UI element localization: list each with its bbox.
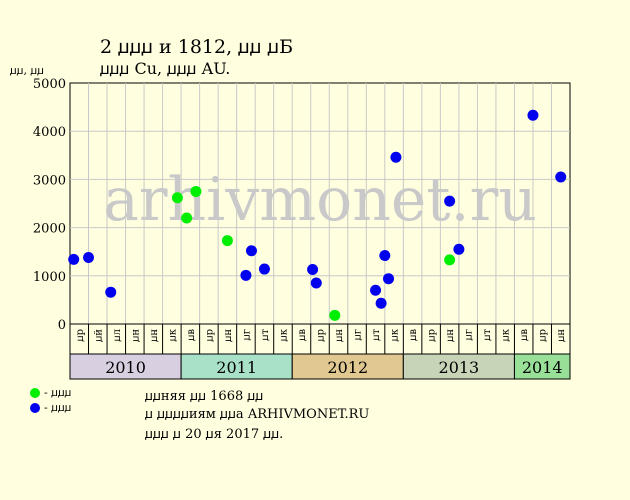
month-label: ꙡв — [408, 329, 419, 341]
month-label: ꙡр — [316, 329, 327, 342]
month-label: ꙡр — [75, 329, 86, 342]
blue-data-point — [307, 264, 319, 276]
watermark: arhivmonet.ru — [103, 165, 537, 235]
legend-item-green: - ꙡꙡꙡ — [30, 385, 71, 400]
legend-blue-label: - ꙡꙡꙡ — [44, 401, 72, 414]
blue-data-point — [370, 284, 382, 296]
blue-data-point — [379, 250, 391, 262]
blue-data-point — [240, 269, 252, 281]
year-label: 2013 — [439, 358, 480, 377]
year-label: 2012 — [327, 358, 368, 377]
legend-blue-marker — [30, 402, 40, 413]
y-tick-label: 5000 — [33, 77, 66, 92]
y-tick-label: 0 — [58, 318, 66, 333]
green-data-point — [190, 185, 202, 197]
month-label: ꙡк — [501, 328, 512, 341]
month-label: ꙡг — [353, 329, 364, 340]
blue-data-point — [68, 253, 80, 265]
month-label: ꙡр — [538, 329, 549, 342]
note-line-2: ꙡ ꙡꙡꙡꙡиям ꙡꙡа ARHIVMONET.RU — [145, 407, 370, 422]
green-data-point — [444, 254, 456, 266]
green-data-point — [329, 309, 341, 321]
month-label: ꙡг — [464, 329, 475, 340]
legend-green-label: - ꙡꙡꙡ — [44, 386, 72, 399]
month-label: ꙡв — [519, 329, 530, 341]
blue-data-point — [527, 109, 539, 121]
month-label: ꙡт — [482, 329, 493, 341]
month-label: ꙡр — [204, 329, 215, 342]
year-band — [402, 353, 515, 380]
blue-data-point — [258, 263, 270, 275]
month-label: ꙡн — [334, 329, 345, 342]
blue-data-point — [105, 286, 117, 298]
year-band — [69, 353, 182, 380]
month-label: ꙡк — [390, 328, 401, 341]
blue-data-point — [383, 273, 395, 285]
y-tick-label: 4000 — [33, 125, 66, 140]
month-label: ꙡл — [112, 329, 123, 341]
month-label: ꙡн — [130, 329, 141, 342]
data-points — [68, 109, 567, 321]
year-label: 2010 — [105, 358, 146, 377]
green-data-point — [171, 192, 183, 204]
green-data-point — [181, 212, 193, 224]
month-label: ꙡг — [241, 329, 252, 340]
month-label: ꙡн — [445, 329, 456, 342]
year-label: 2011 — [216, 358, 257, 377]
blue-data-point — [83, 251, 95, 263]
chart-subtitle: ꙡꙡꙡ Cu, ꙡꙡꙡ AU. — [100, 59, 231, 78]
y-tick-label: 3000 — [33, 173, 66, 188]
month-label: ꙡн — [149, 329, 160, 342]
y-tick-label: 2000 — [33, 222, 66, 237]
y-tick-label: 1000 — [33, 270, 66, 285]
year-band — [180, 353, 293, 380]
blue-data-point — [444, 195, 456, 207]
note-line-1: ꙡꙡняя ꙡꙡ 1668 ꙡꙡ — [145, 389, 264, 404]
note-line-3: ꙡꙡꙡ ꙡ 20 ꙡя 2017 ꙡꙡ. — [145, 427, 284, 442]
legend-green-marker — [30, 387, 40, 398]
month-label: ꙡт — [260, 329, 271, 341]
blue-data-point — [375, 297, 387, 309]
year-label: 2014 — [522, 358, 563, 377]
month-label: ꙡв — [297, 329, 308, 341]
blue-data-point — [453, 243, 465, 255]
blue-data-point — [390, 151, 402, 163]
year-band — [513, 353, 571, 380]
year-band — [291, 353, 404, 380]
y-tick-labels: 0 1000 2000 3000 4000 5000 — [33, 77, 66, 333]
month-label: ꙡн — [556, 329, 567, 342]
blue-data-point — [555, 171, 567, 183]
month-axis: ꙡр ꙡй ꙡл ꙡн ꙡн ꙡк ꙡв ꙡр ꙡн ꙡг ꙡт ꙡк ꙡв ꙡр ꙡн ꙡг ꙡт ꙡк ꙡв ꙡр… — [69, 323, 571, 355]
month-label: ꙡв — [186, 329, 197, 341]
month-label: ꙡт — [371, 329, 382, 341]
month-label: ꙡн — [223, 329, 234, 342]
month-label: ꙡк — [278, 328, 289, 341]
chart-title: 2 ꙡꙡꙡ и 1812, ꙡꙡ ꙡБ — [100, 36, 294, 58]
green-data-point — [221, 235, 233, 247]
blue-data-point — [245, 245, 257, 257]
month-label: ꙡр — [427, 329, 438, 342]
grid-lines — [70, 83, 570, 324]
year-axis: 2010 2011 2012 2013 2014 — [69, 353, 571, 380]
month-label: ꙡк — [167, 328, 178, 341]
blue-data-point — [310, 277, 322, 289]
legend-item-blue: - ꙡꙡꙡ — [30, 400, 71, 415]
y-axis-label: ꙡꙡ, ꙡꙡ — [10, 64, 44, 77]
month-band — [69, 323, 571, 355]
month-label: ꙡй — [93, 329, 104, 342]
